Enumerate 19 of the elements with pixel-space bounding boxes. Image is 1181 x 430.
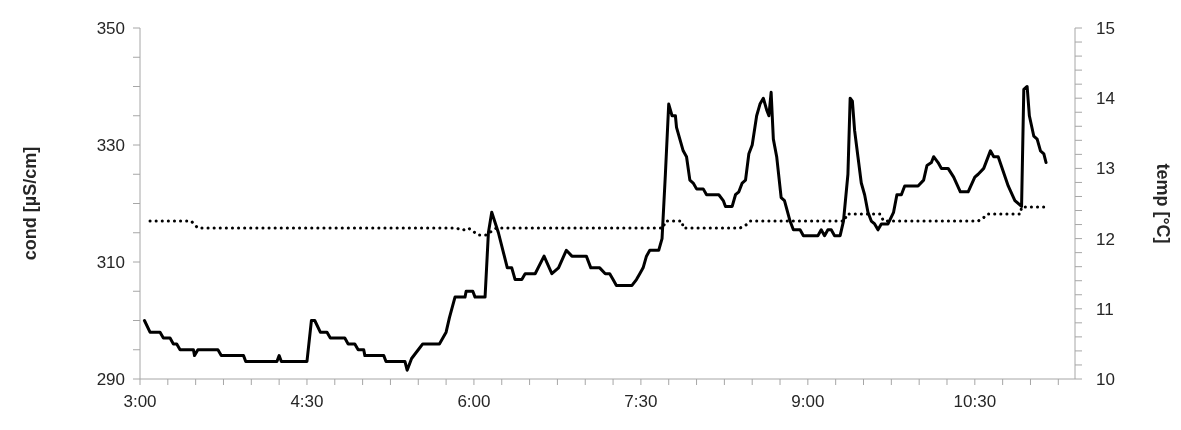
y2-tick-label: 12 [1096,229,1115,249]
y2-tick-label: 11 [1096,299,1114,319]
y2-tick-label: 10 [1096,370,1115,390]
y2-tick-label: 15 [1096,19,1115,39]
x-tick-label: 9:00 [791,392,825,412]
x-tick-label: 4:30 [290,392,324,412]
y2-tick-label: 14 [1096,89,1115,109]
y2-axis-title: temp [°C] [1152,163,1173,244]
x-tick-label: 3:00 [123,392,157,412]
x-tick-label: 10:30 [953,392,997,412]
line-series [142,85,1048,372]
y-tick-label: 310 [96,253,125,273]
y-tick-label: 350 [96,19,125,39]
y-tick-label: 290 [96,370,125,390]
y-axis-title: cond [µS/cm] [20,146,41,261]
y-tick-label: 330 [96,136,125,156]
x-tick-label: 6:00 [457,392,491,412]
y2-tick-label: 13 [1096,159,1115,179]
x-tick-label: 7:30 [624,392,658,412]
